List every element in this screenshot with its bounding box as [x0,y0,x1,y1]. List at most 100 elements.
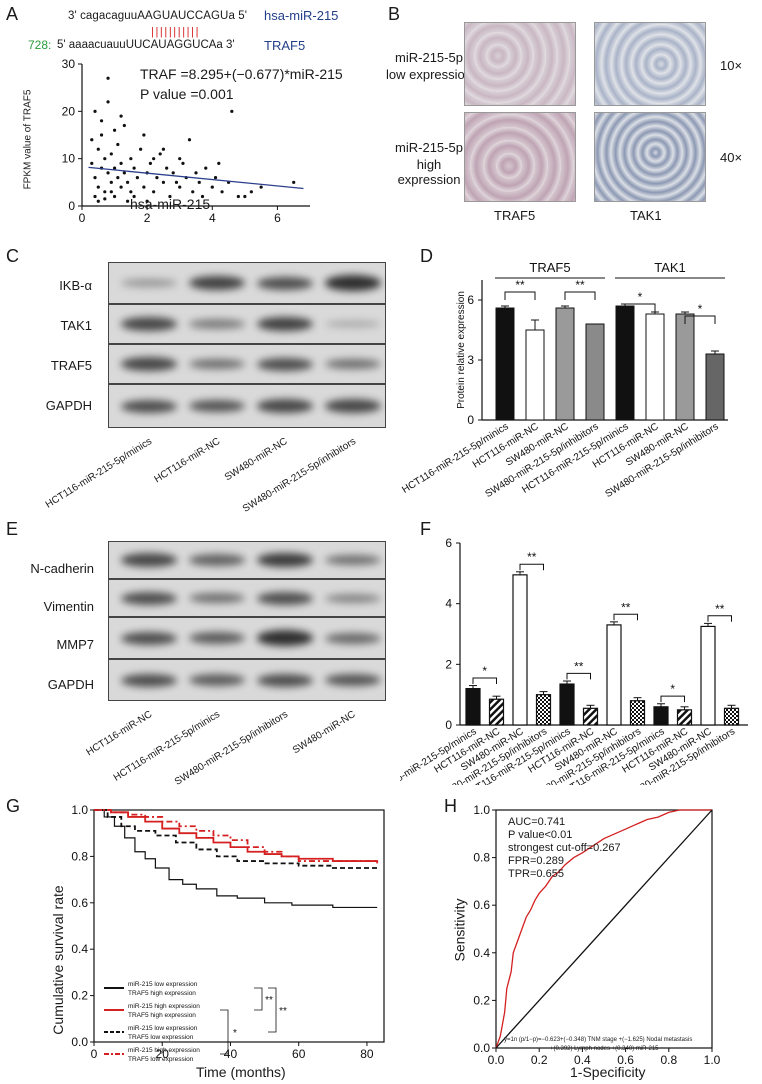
blot-band [189,319,245,329]
data-point [103,157,107,161]
lane-label: SW480-miR-NC [223,436,290,484]
data-point [249,190,253,194]
blot-band [189,632,245,644]
seq-top-label: hsa-miR-215 [264,8,339,23]
blot-band [325,554,381,566]
x-tick-label: 80 [360,1047,374,1061]
panel-letter: C [6,246,19,266]
data-point [119,161,123,165]
significance-bracket [519,563,544,571]
seq-bottom-label: TRAF5 [264,38,306,53]
ihc-image-traf5-low [464,22,576,106]
bar [700,625,716,726]
y-tick-label: 4 [445,597,452,611]
bar-chart: 0246HCT116-miR-215-5p/minicsHCT116-miR-N… [400,536,748,785]
bar [676,709,693,726]
bar [606,624,622,726]
survival-curve [94,809,378,869]
legend-text: miR-215 low expression [128,981,198,988]
y-tick-label: 2 [445,657,452,671]
legend-text: TRAF5 low expression [128,1034,194,1041]
western-blot [108,541,386,701]
data-point [194,171,198,175]
bar [585,323,605,421]
y-tick-label: 1.0 [473,803,490,817]
y-tick-label: 0.0 [473,1041,490,1055]
data-point [96,185,100,189]
cutoff-text: strongest cut-off=0.267 [508,842,621,854]
data-point [129,157,133,161]
data-point [106,76,110,80]
data-point [122,171,126,175]
blot-row [108,617,386,659]
data-point [119,185,123,189]
bar [535,694,552,726]
data-point [165,166,169,170]
legend-text: TRAF5 high expression [128,1012,196,1019]
data-point [161,180,166,184]
significance-label: * [482,664,487,678]
legend-text: TRAF5 low expression [128,1056,194,1063]
data-point [142,133,146,137]
data-point [132,166,136,170]
x-tick-label: 0.2 [531,1053,548,1067]
data-point [204,166,208,170]
data-point [230,109,234,113]
data-point [116,142,120,147]
y-tick-label: 6 [445,536,452,550]
bar [629,700,646,726]
bar [645,313,665,421]
group-label: TAK1 [654,260,686,275]
x-tick-label: 0.8 [660,1053,677,1067]
data-point [109,180,113,184]
data-point [109,190,113,194]
ihc-image-tak1-high [594,112,706,202]
significance-bracket [684,315,716,324]
significance-bracket [660,695,685,703]
panel-e: E N-cadherin Vimentin MMP7 GAPDH HCT116-… [0,515,400,788]
lane-label: HCT116-miR-215-5p/minics [43,436,154,511]
blot-band [257,630,313,646]
data-point [152,190,156,194]
significance-label: ** [527,550,537,564]
y-tick-label: 6 [467,293,474,307]
data-point [96,199,100,203]
panel-letter: E [6,519,19,539]
data-point [200,194,205,199]
data-point [210,185,214,189]
data-point [126,199,130,203]
blot-band [325,275,381,291]
y-tick-label: 0.4 [473,946,490,960]
significance-bracket [707,615,732,622]
tpr-text: TPR=0.655 [508,868,564,880]
data-point [106,171,110,175]
blot-band [257,317,313,331]
significance-bracket [504,291,536,300]
blot-band [121,399,177,413]
x-tick-label: 2 [144,211,151,222]
blot-band [189,674,245,686]
x-tick-label: 0 [91,1047,98,1061]
blot-band [325,593,381,603]
panel-letter: F [420,519,431,539]
y-tick-label: 0.2 [473,993,490,1007]
blot-row [108,262,386,304]
magnification-40x: 40× [720,150,743,165]
data-point [90,161,94,165]
blot-row [108,541,386,579]
data-point [187,138,192,142]
blot-band [121,591,177,605]
blot-band [189,554,245,566]
blot-band [325,399,381,413]
blot-label: Vimentin [43,599,94,614]
blot-label: GAPDH [45,398,92,413]
legend-text: miR-215 high expression [128,1047,200,1054]
lane-label: SW480-miR-NC [291,709,358,757]
lane-label: HCT116-miR-NC [84,709,154,759]
x-axis-label: hsa-miR-215 [130,196,211,212]
survival-curve [94,809,378,909]
y-tick-label: 0.0 [71,1035,88,1049]
data-point [158,152,162,156]
y-tick-label: 1.0 [71,803,88,817]
data-point [168,194,172,199]
